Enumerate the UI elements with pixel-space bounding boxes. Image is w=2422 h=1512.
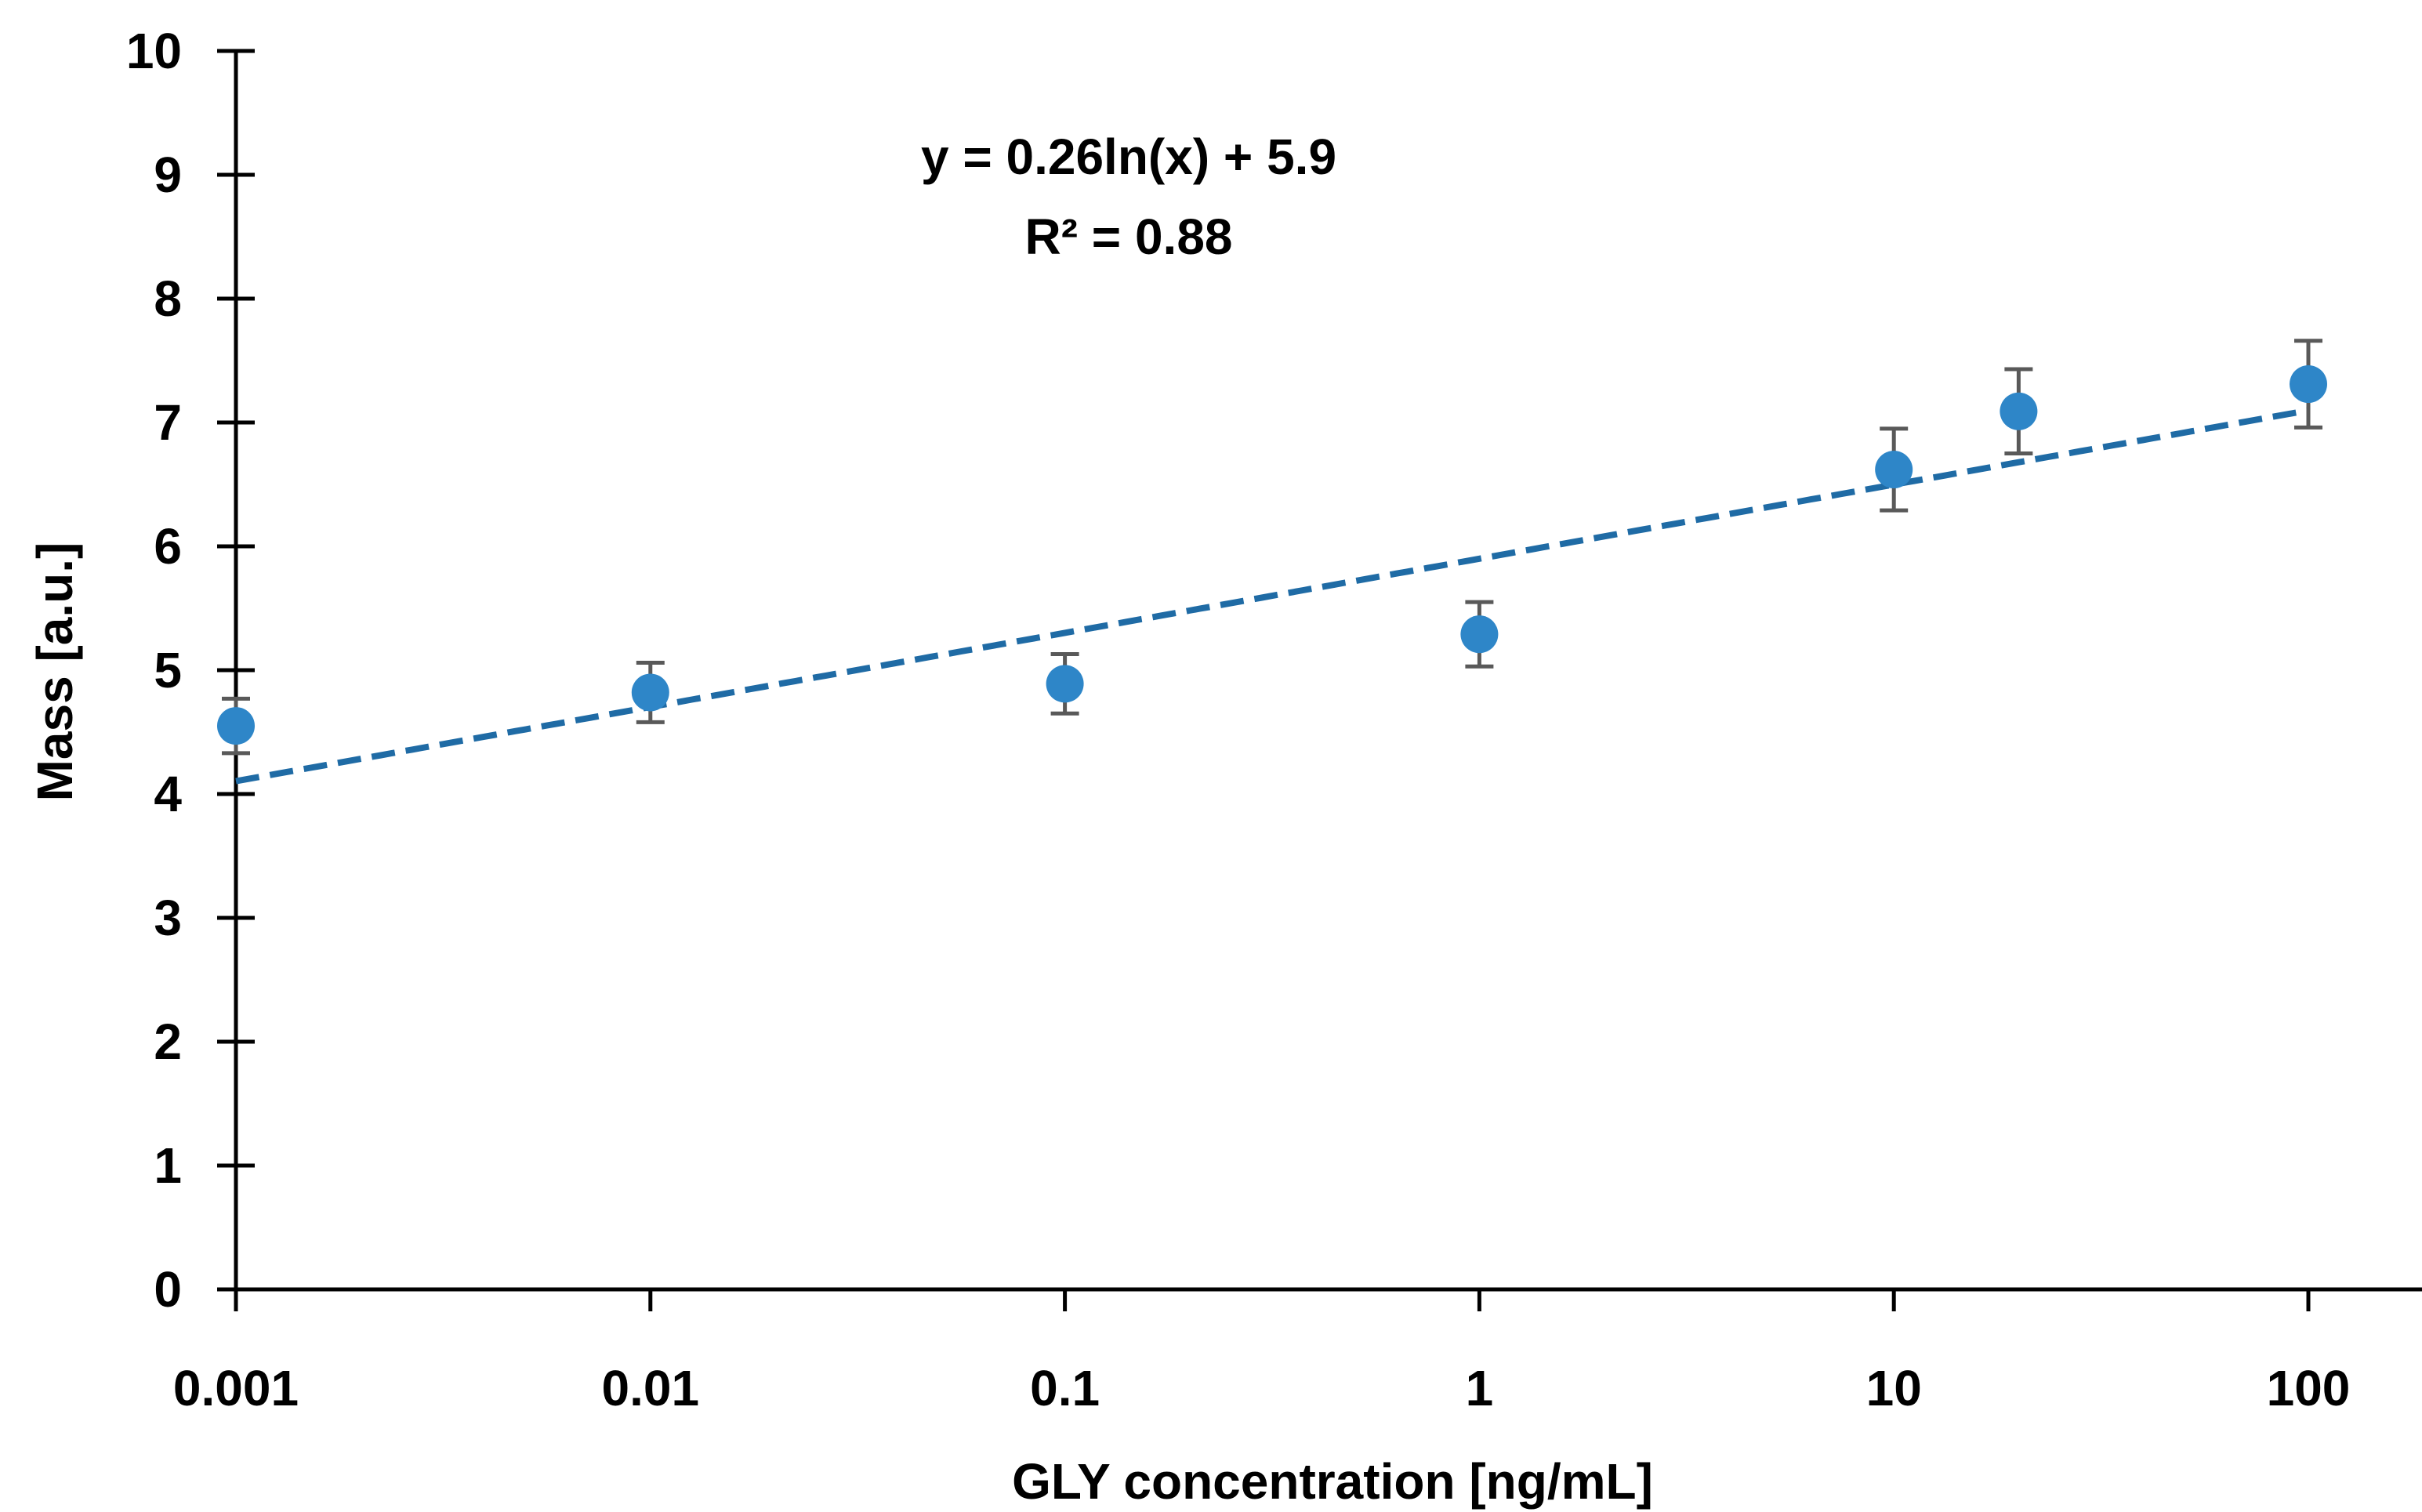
y-tick-label: 9 [154, 147, 182, 203]
trendline-equation: y = 0.26ln(x) + 5.9 [921, 129, 1336, 185]
data-points [217, 365, 2327, 745]
y-tick-label: 1 [154, 1137, 182, 1194]
x-tick-label: 10 [1866, 1360, 1922, 1416]
data-point [2000, 392, 2038, 430]
trendline [235, 407, 2309, 785]
data-point [1046, 665, 1084, 703]
y-tick-label: 4 [154, 766, 182, 822]
y-tick-label: 6 [154, 518, 182, 575]
x-tick-label: 0.01 [602, 1360, 700, 1416]
r-squared-label: R² = 0.88 [1024, 208, 1232, 265]
x-tick-label: 100 [2267, 1360, 2351, 1416]
data-point [1460, 615, 1499, 654]
y-axis-title: Mass [a.u.] [27, 542, 83, 802]
y-ticks: 0 1 2 3 4 5 6 7 8 9 10 [126, 23, 255, 1318]
x-tick-label: 0.1 [1030, 1360, 1100, 1416]
y-axis: 0 1 2 3 4 5 6 7 8 9 10 [126, 23, 255, 1318]
y-tick-label: 5 [154, 642, 182, 698]
y-tick-label: 8 [154, 270, 182, 327]
data-point [1875, 451, 1913, 489]
y-tick-label: 0 [154, 1261, 182, 1318]
data-point [631, 673, 669, 712]
y-tick-label: 2 [154, 1013, 182, 1070]
x-ticks: 0.001 0.01 0.1 1 10 100 [173, 1289, 2350, 1416]
y-tick-label: 3 [154, 890, 182, 946]
x-axis-title: GLY concentration [ng/mL] [1012, 1453, 1653, 1510]
y-tick-label: 10 [126, 23, 182, 79]
y-tick-label: 7 [154, 394, 182, 451]
x-axis: 0.001 0.01 0.1 1 10 100 [173, 1287, 2422, 1416]
x-tick-label: 1 [1466, 1360, 1494, 1416]
data-point [217, 707, 255, 745]
x-tick-label: 0.001 [173, 1360, 299, 1416]
data-point [2290, 365, 2327, 404]
